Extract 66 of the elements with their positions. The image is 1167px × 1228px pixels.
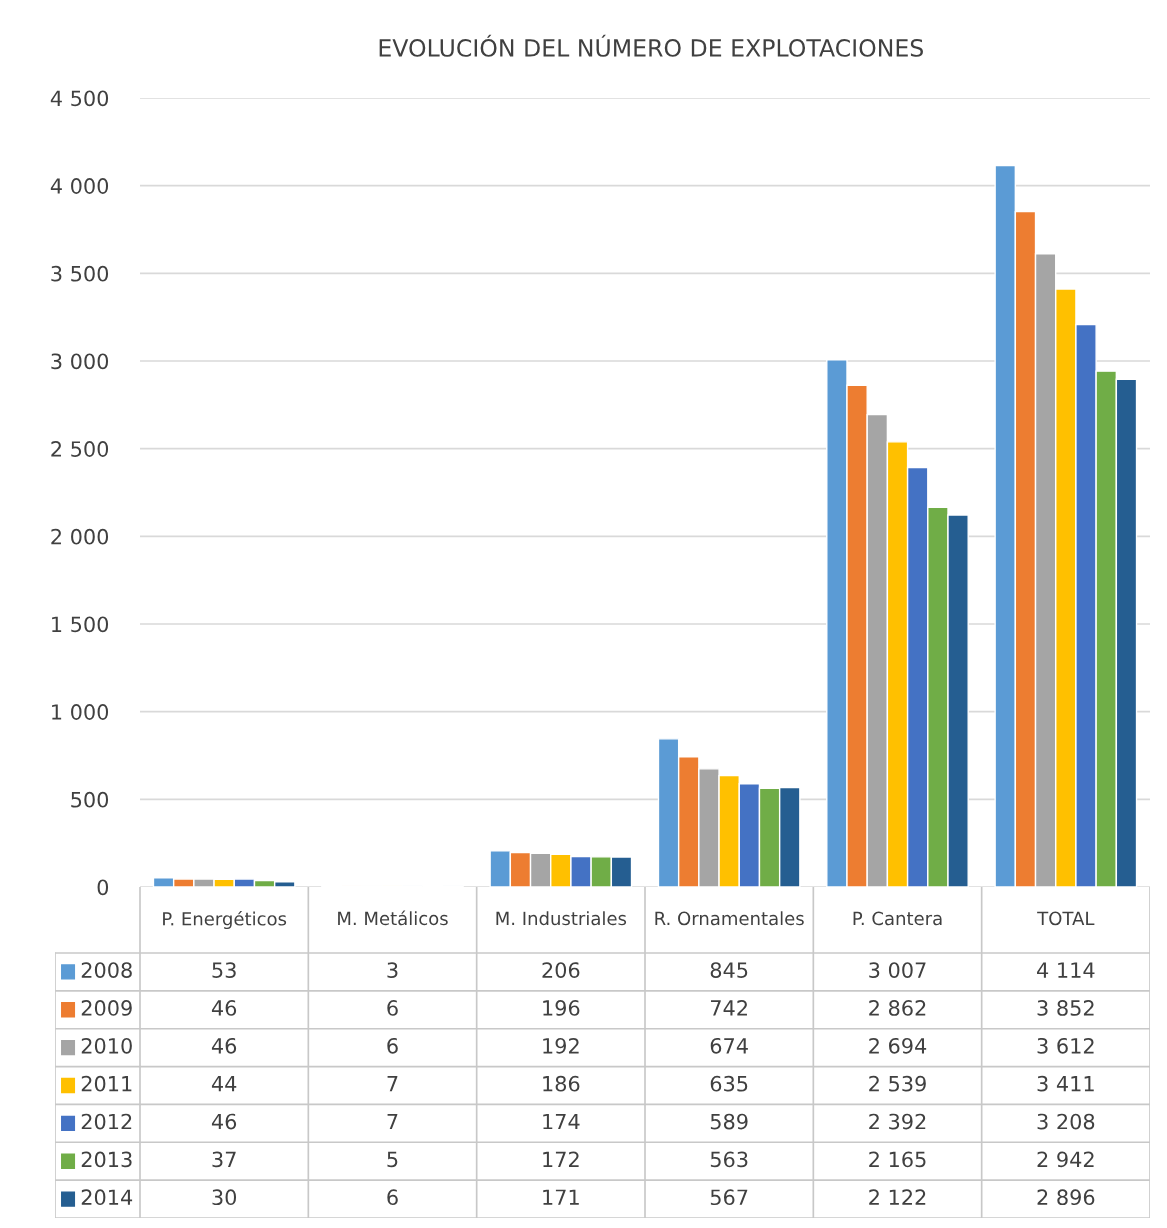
- x-tick-label: P. Cantera: [853, 911, 942, 926]
- legend-label: 2012: [81, 1113, 132, 1130]
- x-tick-label: P. Energéticos: [163, 910, 287, 930]
- data-label: 3: [387, 962, 398, 978]
- data-label: 46: [211, 1037, 237, 1054]
- x-tick-label: TOTAL: [1037, 911, 1095, 926]
- y-tick-label: 2 500: [51, 441, 109, 457]
- data-label: 742: [710, 1000, 747, 1016]
- data-label: 7: [387, 1113, 398, 1130]
- data-label: 6: [387, 1189, 398, 1206]
- data-label: 635: [710, 1075, 748, 1092]
- data-label: 567: [710, 1189, 748, 1206]
- data-label: 196: [543, 1000, 580, 1016]
- data-label: 3 852: [1037, 1000, 1094, 1016]
- data-label: 46: [211, 1113, 237, 1130]
- y-tick-label: 1 000: [52, 704, 109, 720]
- legend-label: 2013: [81, 1151, 132, 1168]
- data-label: 5: [387, 1151, 398, 1168]
- data-label: 2 122: [869, 1189, 926, 1205]
- data-label: 2 694: [869, 1037, 927, 1054]
- data-label: 563: [710, 1151, 748, 1168]
- data-label: 2 539: [869, 1075, 926, 1092]
- data-label: 186: [543, 1075, 580, 1092]
- legend-label: 2010: [81, 1037, 132, 1054]
- data-label: 2 862: [869, 1000, 926, 1016]
- data-label: 7: [387, 1076, 398, 1092]
- data-label: 6: [387, 1037, 398, 1054]
- data-label: 206: [542, 962, 580, 978]
- legend-label: 2014: [81, 1189, 133, 1206]
- data-label: 3 208: [1037, 1113, 1095, 1130]
- y-tick-label: 3 000: [51, 353, 109, 370]
- data-label: 845: [710, 962, 748, 978]
- data-label: 192: [543, 1037, 579, 1054]
- data-label: 2 392: [869, 1113, 926, 1130]
- data-label: 30: [212, 1189, 237, 1206]
- data-label: 174: [543, 1113, 580, 1130]
- y-tick-label: 3 500: [51, 265, 109, 282]
- data-label: 171: [543, 1189, 579, 1205]
- data-label: 589: [710, 1113, 748, 1130]
- data-label: 6: [387, 1000, 398, 1016]
- y-tick-label: 0: [97, 879, 109, 896]
- y-tick-label: 2 000: [51, 528, 109, 545]
- data-label: 37: [212, 1151, 236, 1168]
- y-tick-label: 1 500: [52, 616, 109, 633]
- x-tick-label: R. Ornamentales: [655, 911, 804, 926]
- data-label: 2 165: [869, 1151, 926, 1168]
- x-tick-label: M. Industriales: [496, 911, 627, 926]
- data-label: 44: [211, 1076, 237, 1092]
- data-label: 3 612: [1037, 1037, 1094, 1054]
- x-tick-label: M. Metálicos: [338, 910, 448, 926]
- data-label: 2 942: [1037, 1151, 1094, 1168]
- data-label: 172: [543, 1151, 579, 1167]
- y-tick-label: 4 500: [50, 90, 109, 107]
- data-label: 2 896: [1037, 1189, 1095, 1206]
- legend-label: 2011: [81, 1075, 132, 1092]
- data-label: 53: [212, 962, 236, 978]
- chart-title: EVOLUCIÓN DEL NÚMERO DE EXPLOTACIONES: [379, 34, 923, 57]
- legend-label: 2009: [81, 1000, 132, 1016]
- data-label: 46: [211, 1000, 237, 1016]
- y-tick-label: 500: [71, 791, 109, 808]
- data-label: 3 007: [869, 962, 926, 978]
- y-tick-label: 4 000: [50, 178, 109, 194]
- data-label: 4 114: [1037, 962, 1095, 978]
- data-label: 3 411: [1037, 1075, 1094, 1092]
- legend-label: 2008: [81, 962, 132, 978]
- data-label: 674: [710, 1037, 748, 1054]
